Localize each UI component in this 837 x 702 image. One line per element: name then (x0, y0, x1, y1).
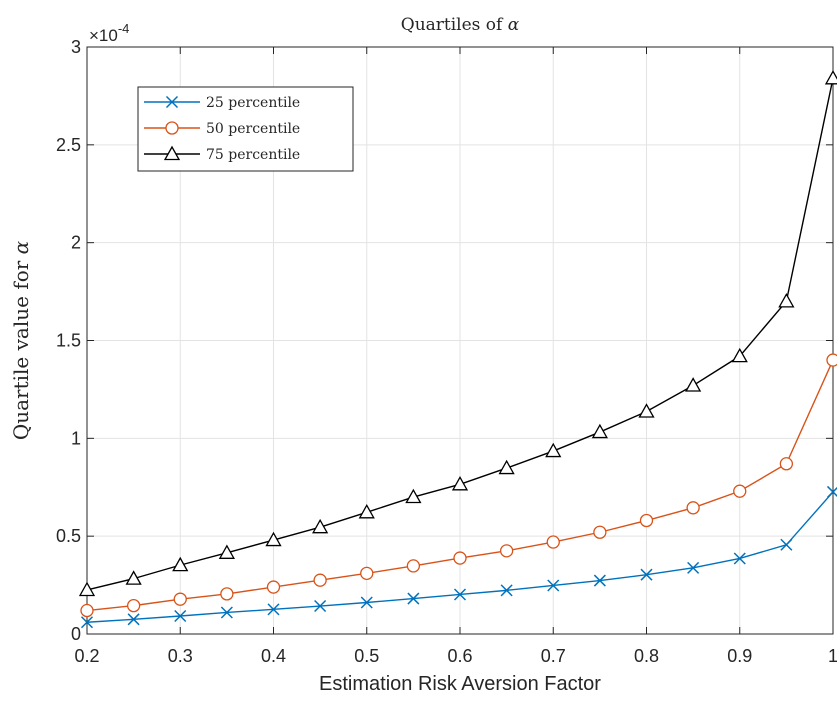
x-tick-label: 0.5 (354, 646, 379, 666)
y-axis-label: Quartile value for α (9, 240, 33, 440)
legend-label: 25 percentile (206, 95, 300, 111)
data-point (826, 353, 837, 367)
y-axis-exponent-base: ×10 (89, 26, 118, 45)
data-point (778, 293, 795, 308)
data-point (640, 568, 653, 581)
data-point (360, 596, 373, 609)
data-point (407, 592, 420, 605)
data-point (360, 566, 374, 580)
legend-marker (165, 95, 179, 109)
data-point (125, 570, 142, 585)
series-2 (80, 353, 837, 618)
data-point (172, 556, 189, 572)
data-point (80, 616, 94, 629)
series-3 (78, 69, 837, 597)
data-point (733, 484, 747, 498)
data-point (267, 603, 280, 616)
data-point (780, 538, 793, 551)
data-point (545, 442, 562, 458)
data-point (591, 423, 608, 439)
data-point (405, 488, 422, 504)
y-tick-label: 1 (71, 428, 81, 448)
y-tick-label: 1.5 (56, 331, 81, 351)
data-point (80, 603, 94, 618)
data-point (314, 599, 327, 613)
data-point (451, 475, 469, 491)
chart-title: Quartiles of α (401, 15, 520, 35)
series-layer (78, 69, 837, 629)
x-tick-label: 0.7 (541, 646, 566, 666)
data-point (174, 609, 187, 623)
x-tick-label: 0.4 (261, 646, 286, 666)
y-tick-label: 3 (71, 37, 81, 57)
y-tick-label: 0.5 (56, 526, 81, 546)
x-tick-label: 0.9 (727, 646, 752, 666)
data-point (499, 544, 514, 558)
grid (86, 46, 834, 635)
data-point (78, 581, 96, 597)
x-tick-label: 0.2 (74, 646, 99, 666)
data-point (406, 559, 421, 573)
data-point (687, 561, 700, 574)
data-point (731, 347, 748, 363)
data-point (358, 503, 375, 519)
y-axis-label-text: Quartile value for (9, 254, 33, 440)
data-point (220, 587, 234, 601)
data-point (685, 377, 702, 392)
data-point (498, 459, 515, 475)
x-tick-label: 0.8 (634, 646, 659, 666)
data-point (733, 552, 746, 565)
data-point (593, 574, 606, 587)
data-point (546, 535, 560, 549)
y-axis-label-symbol: α (9, 240, 33, 254)
data-point (218, 544, 235, 559)
data-point (779, 457, 794, 471)
data-point (220, 606, 233, 619)
data-point (126, 598, 141, 613)
y-axis-exponent: ×10-4 (89, 21, 129, 45)
data-point (265, 531, 282, 547)
legend-marker (165, 121, 179, 135)
ticks: 0.2 0.3 0.4 0.5 0.6 0.7 0.8 0.9 1 0 0.5 1 1.5 2 2.5 3 (56, 37, 837, 666)
legend-item: 25 percentile (144, 95, 300, 111)
data-point (638, 403, 655, 418)
data-point (312, 518, 329, 534)
data-point (266, 580, 281, 594)
legend-marker (163, 145, 181, 161)
data-point (453, 588, 467, 601)
legend: 25 percentile 50 percentile 75 percentile (137, 86, 354, 172)
data-point (686, 501, 700, 515)
y-axis-exponent-power: -4 (118, 21, 130, 36)
chart-title-symbol: α (508, 15, 520, 35)
x-tick-label: 0.3 (168, 646, 193, 666)
chart-title-text: Quartiles of (401, 15, 508, 35)
data-point (127, 613, 140, 626)
y-tick-label: 2 (71, 233, 81, 253)
data-point (500, 584, 513, 597)
data-point (173, 592, 187, 606)
legend-item: 50 percentile (144, 121, 300, 137)
data-point (453, 551, 467, 565)
data-point (639, 513, 654, 528)
legend-label: 50 percentile (206, 121, 300, 137)
y-tick-label: 0 (71, 624, 81, 644)
data-point (547, 579, 560, 592)
legend-label: 75 percentile (206, 147, 300, 163)
data-point (313, 573, 327, 587)
x-tick-label: 0.6 (447, 646, 472, 666)
legend-item: 75 percentile (144, 145, 300, 163)
x-axis-label: Estimation Risk Aversion Factor (319, 673, 601, 695)
series-1 (80, 485, 837, 629)
x-tick-label: 1 (828, 646, 837, 666)
data-point (593, 525, 607, 539)
y-tick-label: 2.5 (56, 135, 81, 155)
